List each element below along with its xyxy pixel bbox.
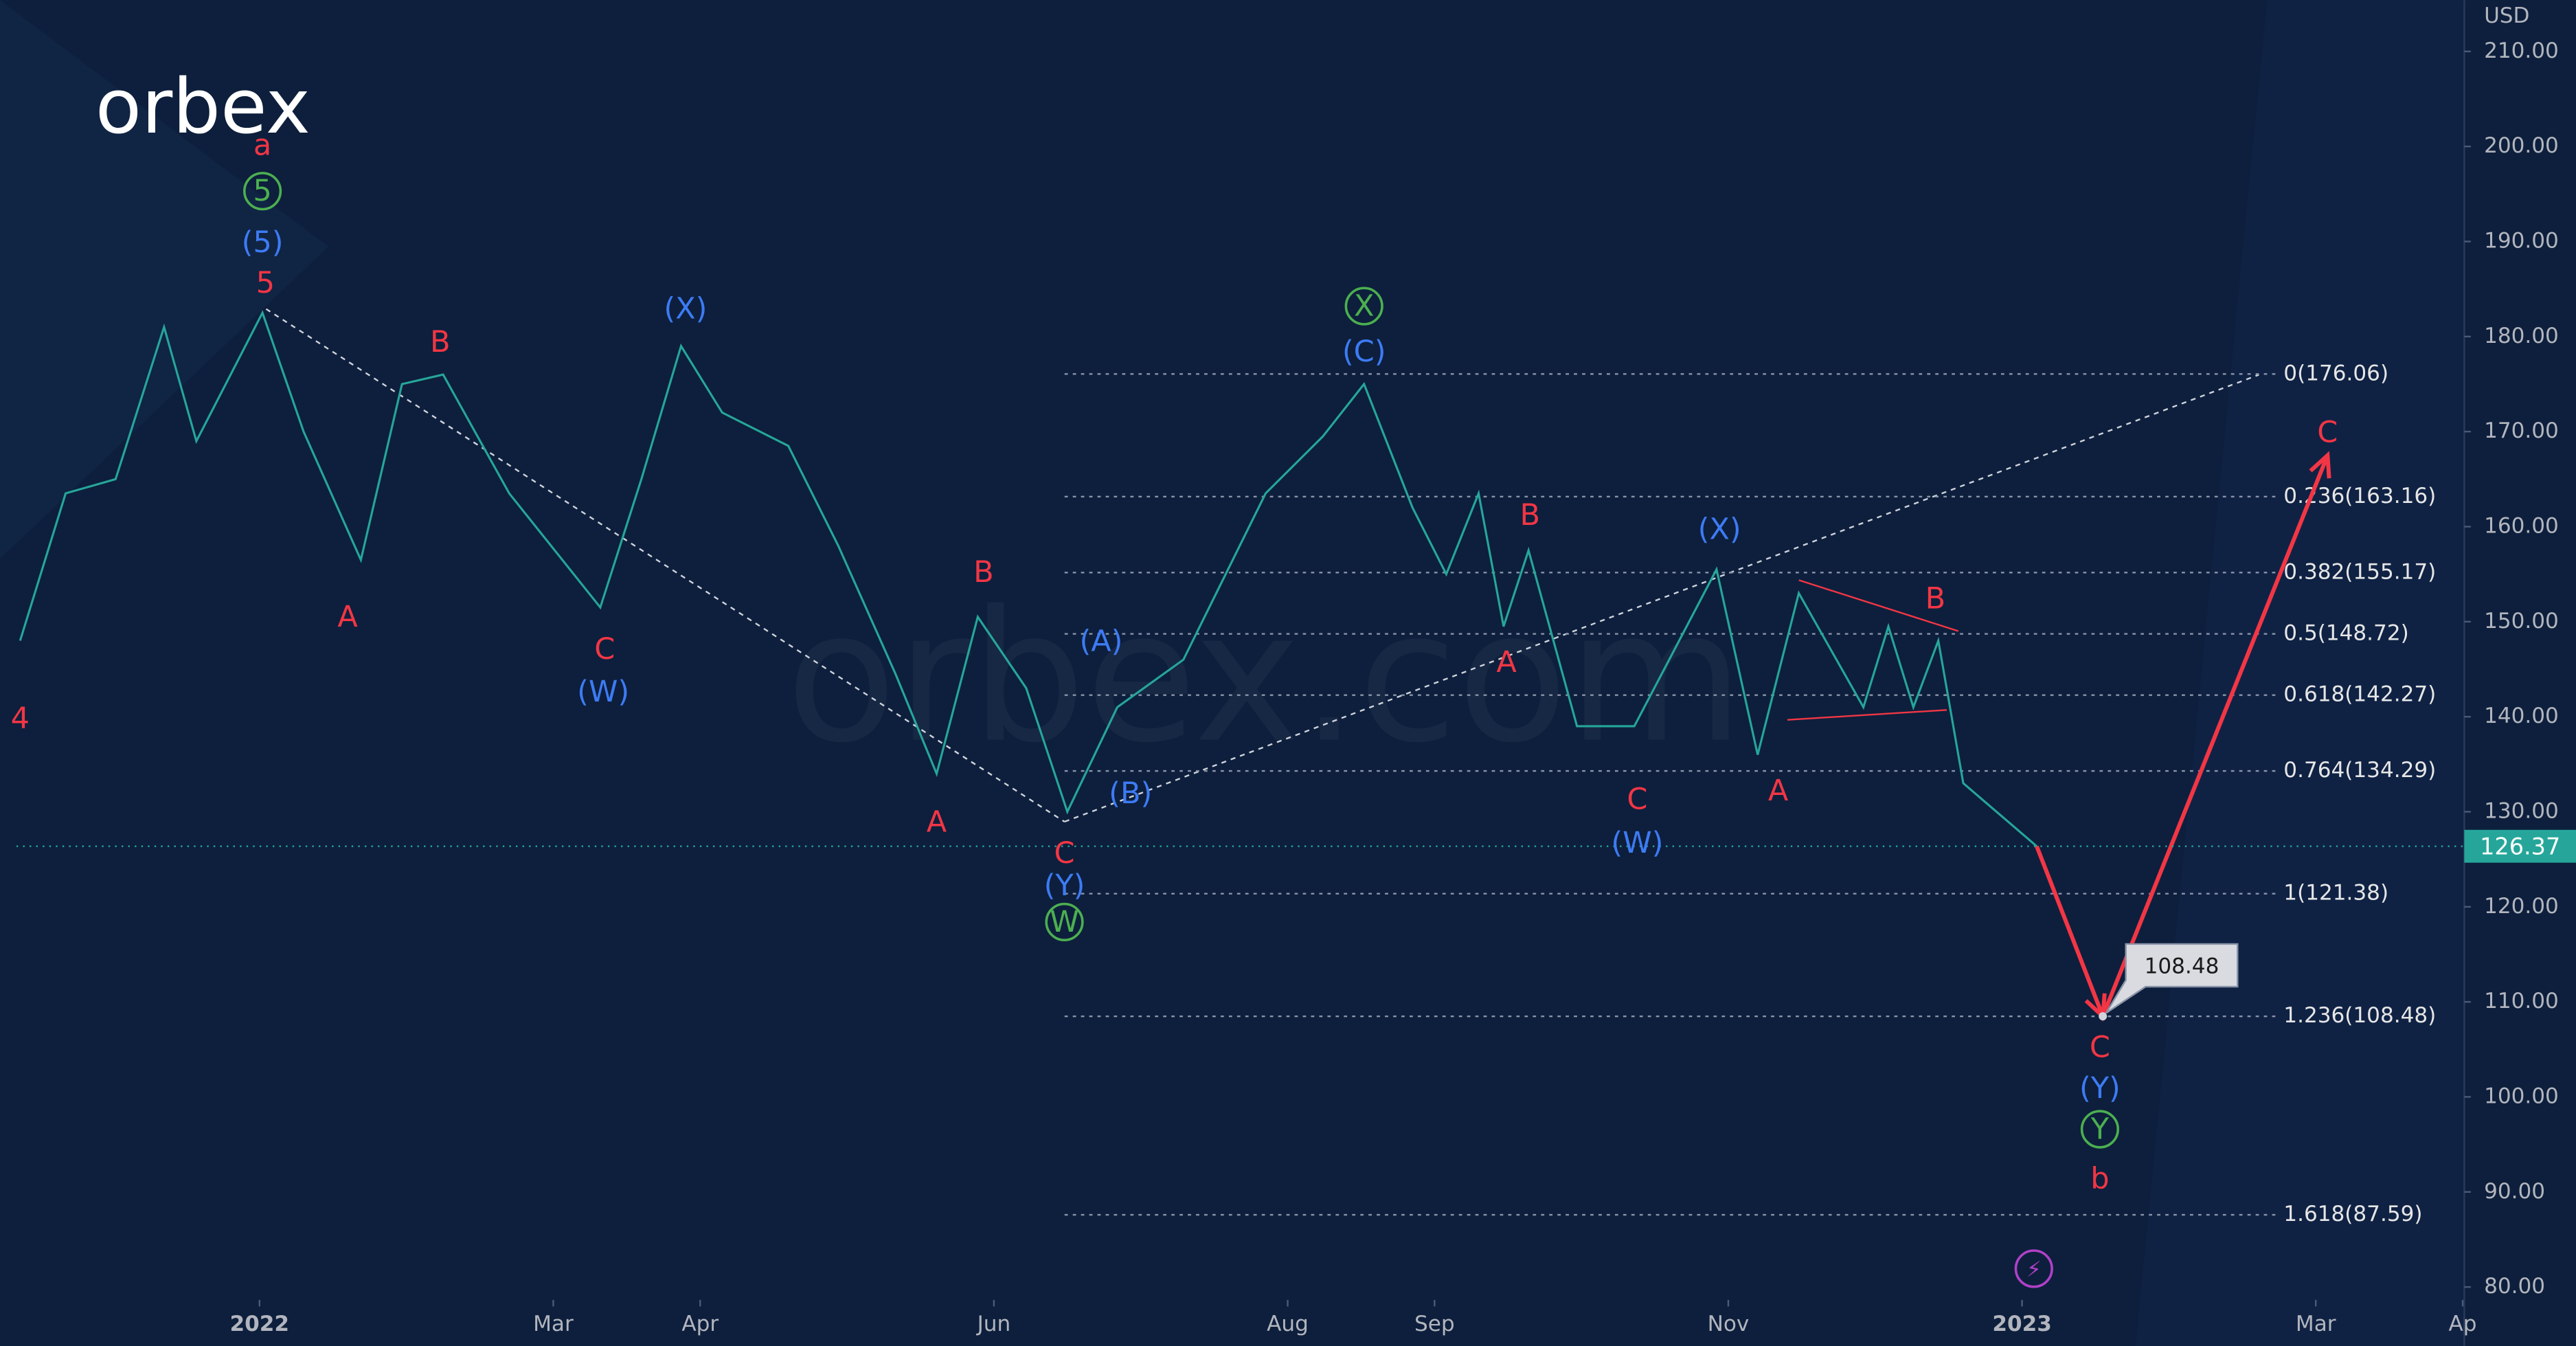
wave-label: 5	[253, 174, 271, 208]
wave-label: (C)	[1342, 335, 1386, 369]
last-price-badge	[2464, 829, 2576, 863]
wave-circle	[1045, 902, 1084, 942]
arrow-head	[2309, 451, 2331, 479]
x-tick-label: Jun	[976, 1312, 1011, 1336]
wave-label: (A)	[1079, 625, 1122, 659]
wave-label: C	[2317, 415, 2338, 449]
watermark: orbex.com	[786, 573, 1743, 783]
fib-label: 0.382(155.17)	[2283, 559, 2436, 584]
y-tick-label: 190.00	[2484, 228, 2559, 253]
y-tick-label: 180.00	[2484, 324, 2559, 348]
wave-circle	[2080, 1110, 2120, 1149]
callout	[2105, 943, 2239, 1014]
fib-label: 1(121.38)	[2283, 881, 2388, 906]
wave-label: (5)	[242, 225, 284, 260]
wave-label: B	[973, 555, 994, 590]
target-point	[2099, 1012, 2108, 1021]
logo: orbex	[95, 63, 310, 150]
wave-label: W	[1050, 905, 1079, 939]
wave-label: 5	[256, 266, 275, 300]
decor	[0, 0, 329, 559]
x-tick-label: Mar	[2296, 1312, 2336, 1336]
y-tick-label: 80.00	[2484, 1274, 2545, 1299]
wave-label: A	[1496, 645, 1517, 680]
callout-label: 108.48	[2145, 954, 2219, 978]
wave-label: B	[1520, 498, 1541, 532]
wave-label: b	[2090, 1161, 2109, 1196]
y-tick-label: 210.00	[2484, 38, 2559, 63]
wave-circle	[242, 172, 282, 211]
wave-label: (Y)	[1044, 868, 1085, 903]
y-tick-label: 120.00	[2484, 894, 2559, 919]
wave-label: (W)	[1611, 826, 1663, 860]
decor	[2136, 0, 2465, 1346]
y-tick-label: 170.00	[2484, 418, 2559, 443]
last-price-label: 126.37	[2480, 833, 2560, 860]
y-tick-label: 200.00	[2484, 133, 2559, 158]
y-tick-label: 130.00	[2484, 798, 2559, 823]
wave-label: 4	[11, 702, 30, 736]
wave-label: C	[1054, 836, 1074, 871]
x-tick-label: Apr	[681, 1312, 719, 1336]
wave-circle	[1344, 287, 1383, 326]
y-tick-label: 100.00	[2484, 1084, 2559, 1108]
x-tick-label: Ap	[2449, 1312, 2477, 1336]
wave-label: C	[594, 632, 615, 666]
triangle-line	[1798, 579, 1959, 632]
x-tick-label: Mar	[533, 1312, 574, 1336]
wave-label: A	[1768, 774, 1789, 808]
fib-label: 1.236(108.48)	[2283, 1003, 2436, 1028]
wave-label: Y	[2090, 1112, 2110, 1146]
wave-label: X	[1354, 289, 1374, 323]
y-unit: USD	[2484, 3, 2529, 28]
alert-icon-glyph: ⚡	[2026, 1257, 2042, 1282]
fib-label: 0.5(148.72)	[2283, 621, 2408, 646]
wave-label: (W)	[577, 675, 629, 709]
alert-icon[interactable]	[2014, 1249, 2053, 1288]
wave-label: C	[2090, 1030, 2110, 1064]
wave-label: B	[430, 325, 451, 359]
wave-label: B	[1925, 581, 1946, 616]
x-tick-label: Aug	[1267, 1312, 1309, 1336]
wave-label: (B)	[1109, 776, 1152, 811]
fib-label: 0.764(134.29)	[2283, 758, 2436, 783]
wave-label: (Y)	[2079, 1071, 2121, 1106]
x-tick-label: 2022	[230, 1312, 290, 1336]
price-line	[19, 310, 2037, 847]
wave-label: C	[1627, 782, 1647, 816]
x-tick-label: Sep	[1414, 1312, 1455, 1336]
fib-label: 0(176.06)	[2283, 361, 2388, 385]
fib-label: 1.618(87.59)	[2283, 1202, 2422, 1226]
y-tick-label: 160.00	[2484, 513, 2559, 538]
y-tick-label: 150.00	[2484, 609, 2559, 633]
triangle-line	[1787, 709, 1947, 721]
fib-label: 0.618(142.27)	[2283, 682, 2436, 707]
y-tick-label: 140.00	[2484, 704, 2559, 728]
wave-label: (X)	[664, 292, 707, 326]
y-tick-label: 110.00	[2484, 989, 2559, 1013]
wave-label: A	[337, 600, 358, 634]
wave-label: A	[927, 805, 947, 840]
y-tick-label: 90.00	[2484, 1179, 2545, 1204]
wave-label: (X)	[1698, 513, 1741, 547]
x-tick-label: Nov	[1708, 1312, 1750, 1336]
wave-label: a	[253, 128, 271, 163]
x-tick-label: 2023	[1992, 1312, 2052, 1336]
